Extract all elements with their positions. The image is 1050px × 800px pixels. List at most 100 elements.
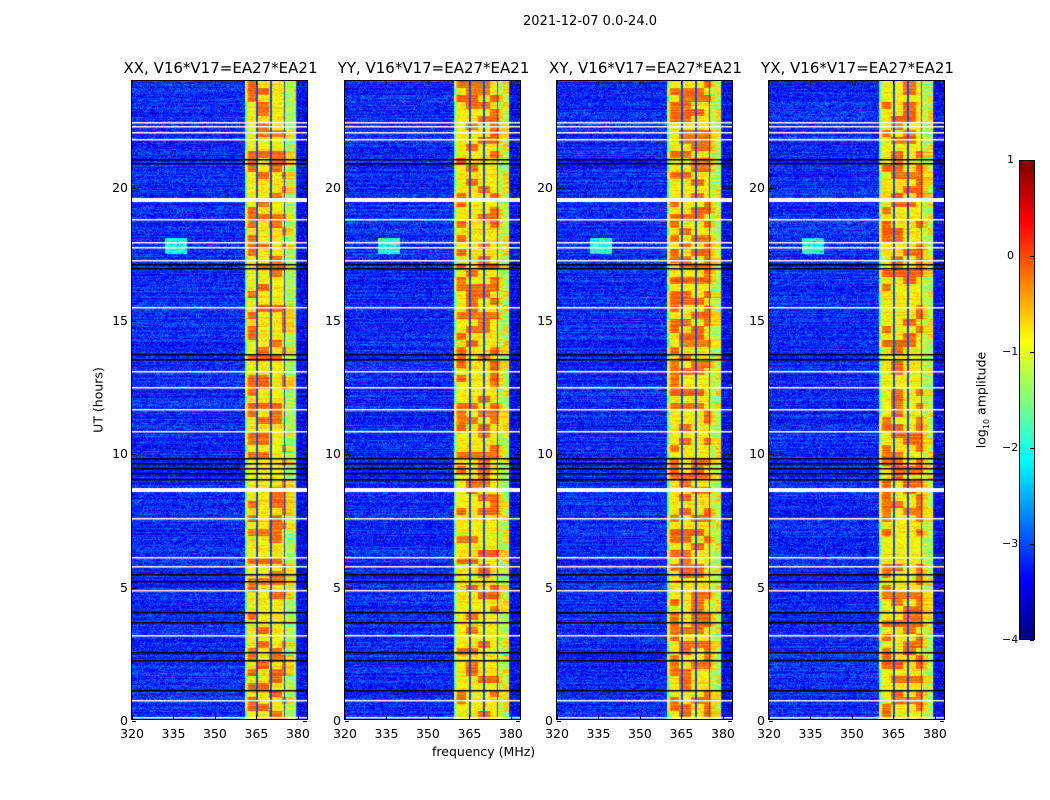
x-tick-label: 380 — [711, 726, 735, 741]
y-tick-mark — [940, 721, 944, 722]
y-tick-mark — [728, 587, 732, 589]
y-tick-mark — [728, 454, 732, 456]
y-tick-label: 0 — [545, 713, 553, 728]
y-tick-mark — [728, 721, 732, 722]
heatmap-image — [557, 81, 732, 719]
y-tick-label: 20 — [112, 179, 128, 195]
x-tick-mark — [427, 715, 429, 719]
y-tick-mark — [557, 721, 561, 722]
x-tick-mark — [297, 715, 299, 719]
x-tick-mark — [893, 81, 895, 85]
y-tick-mark — [728, 321, 732, 322]
y-tick-mark — [132, 321, 136, 322]
colorbar-tick-mark — [1030, 256, 1034, 257]
heatmap-image — [769, 81, 944, 719]
heatmap-image — [132, 81, 307, 719]
x-tick-label: 365 — [457, 726, 482, 741]
x-tick-mark — [851, 81, 853, 85]
colorbar-label-main: log — [973, 429, 989, 449]
x-tick-mark — [722, 715, 724, 719]
panel-title: YX, V16*V17=EA27*EA21 — [761, 59, 954, 77]
y-tick-label: 5 — [545, 579, 553, 595]
x-axis-label: frequency (MHz) — [432, 744, 536, 759]
figure-title: 2021-12-07 0.0-24.0 — [523, 14, 657, 29]
y-tick-label: 0 — [757, 713, 765, 728]
x-tick-mark — [598, 715, 600, 719]
y-tick-mark — [516, 721, 520, 722]
y-tick-mark — [345, 187, 349, 189]
x-tick-mark — [639, 715, 641, 719]
colorbar — [1019, 160, 1035, 640]
x-tick-mark — [681, 715, 683, 719]
y-tick-label: 15 — [749, 313, 765, 328]
colorbar-label-rest: amplitude — [973, 351, 989, 419]
y-tick-mark — [769, 187, 773, 189]
x-tick-mark — [722, 81, 724, 85]
colorbar-tick-label: −2 — [1002, 441, 1019, 454]
x-tick-label: 320 — [757, 726, 781, 741]
panel-title: XY, V16*V17=EA27*EA21 — [549, 59, 742, 77]
y-tick-label: 0 — [120, 713, 128, 728]
y-tick-mark — [516, 187, 520, 189]
y-tick-label: 5 — [757, 579, 765, 595]
y-tick-label: 10 — [537, 446, 553, 462]
y-tick-label: 10 — [112, 446, 128, 462]
y-tick-mark — [132, 587, 136, 589]
y-tick-mark — [303, 321, 307, 322]
x-tick-label: 335 — [161, 726, 186, 741]
x-tick-mark — [132, 81, 133, 85]
y-tick-mark — [132, 721, 136, 722]
colorbar-tick-label: −3 — [1002, 537, 1019, 550]
x-tick-mark — [934, 715, 936, 719]
y-tick-mark — [557, 321, 561, 322]
x-tick-label: 380 — [923, 726, 947, 741]
x-tick-mark — [557, 81, 558, 85]
x-tick-mark — [214, 81, 216, 85]
y-tick-mark — [940, 454, 944, 456]
y-tick-mark — [728, 187, 732, 189]
y-tick-mark — [303, 721, 307, 722]
y-tick-mark — [516, 321, 520, 322]
x-tick-mark — [297, 81, 299, 85]
y-tick-mark — [345, 587, 349, 589]
x-tick-mark — [173, 715, 175, 719]
y-tick-mark — [345, 721, 349, 722]
y-tick-mark — [557, 587, 561, 589]
y-tick-mark — [940, 587, 944, 589]
y-tick-mark — [557, 454, 561, 456]
x-tick-label: 320 — [120, 726, 144, 741]
x-tick-label: 335 — [586, 726, 611, 741]
x-tick-mark — [810, 81, 812, 85]
y-tick-label: 10 — [749, 446, 765, 462]
x-tick-mark — [598, 81, 600, 85]
colorbar-tick-mark — [1030, 448, 1034, 449]
x-tick-label: 365 — [669, 726, 694, 741]
y-tick-mark — [132, 187, 136, 189]
y-tick-mark — [303, 587, 307, 589]
y-tick-mark — [345, 454, 349, 456]
x-tick-mark — [386, 715, 388, 719]
x-tick-label: 380 — [499, 726, 523, 741]
y-tick-label: 20 — [749, 179, 765, 195]
x-tick-mark — [934, 81, 936, 85]
x-tick-mark — [851, 715, 853, 719]
x-tick-mark — [256, 715, 258, 719]
x-tick-mark — [681, 81, 683, 85]
waterfall-panel: XX, V16*V17=EA27*EA21 320 335 350 365 380 0 5 10… — [112, 59, 317, 741]
x-tick-mark — [769, 715, 770, 719]
panel-title: XX, V16*V17=EA27*EA21 — [123, 59, 318, 77]
x-tick-mark — [510, 715, 512, 719]
panel-title: YY, V16*V17=EA27*EA21 — [337, 59, 530, 77]
x-tick-label: 350 — [203, 726, 227, 741]
y-tick-mark — [769, 454, 773, 456]
colorbar-label: log10 amplitude — [973, 352, 991, 448]
y-tick-mark — [345, 321, 349, 322]
y-tick-label: 20 — [537, 179, 553, 195]
x-tick-label: 350 — [416, 726, 440, 741]
x-tick-mark — [769, 81, 770, 85]
x-tick-mark — [469, 715, 471, 719]
x-tick-label: 380 — [286, 726, 310, 741]
x-tick-label: 335 — [374, 726, 399, 741]
y-tick-mark — [516, 587, 520, 589]
